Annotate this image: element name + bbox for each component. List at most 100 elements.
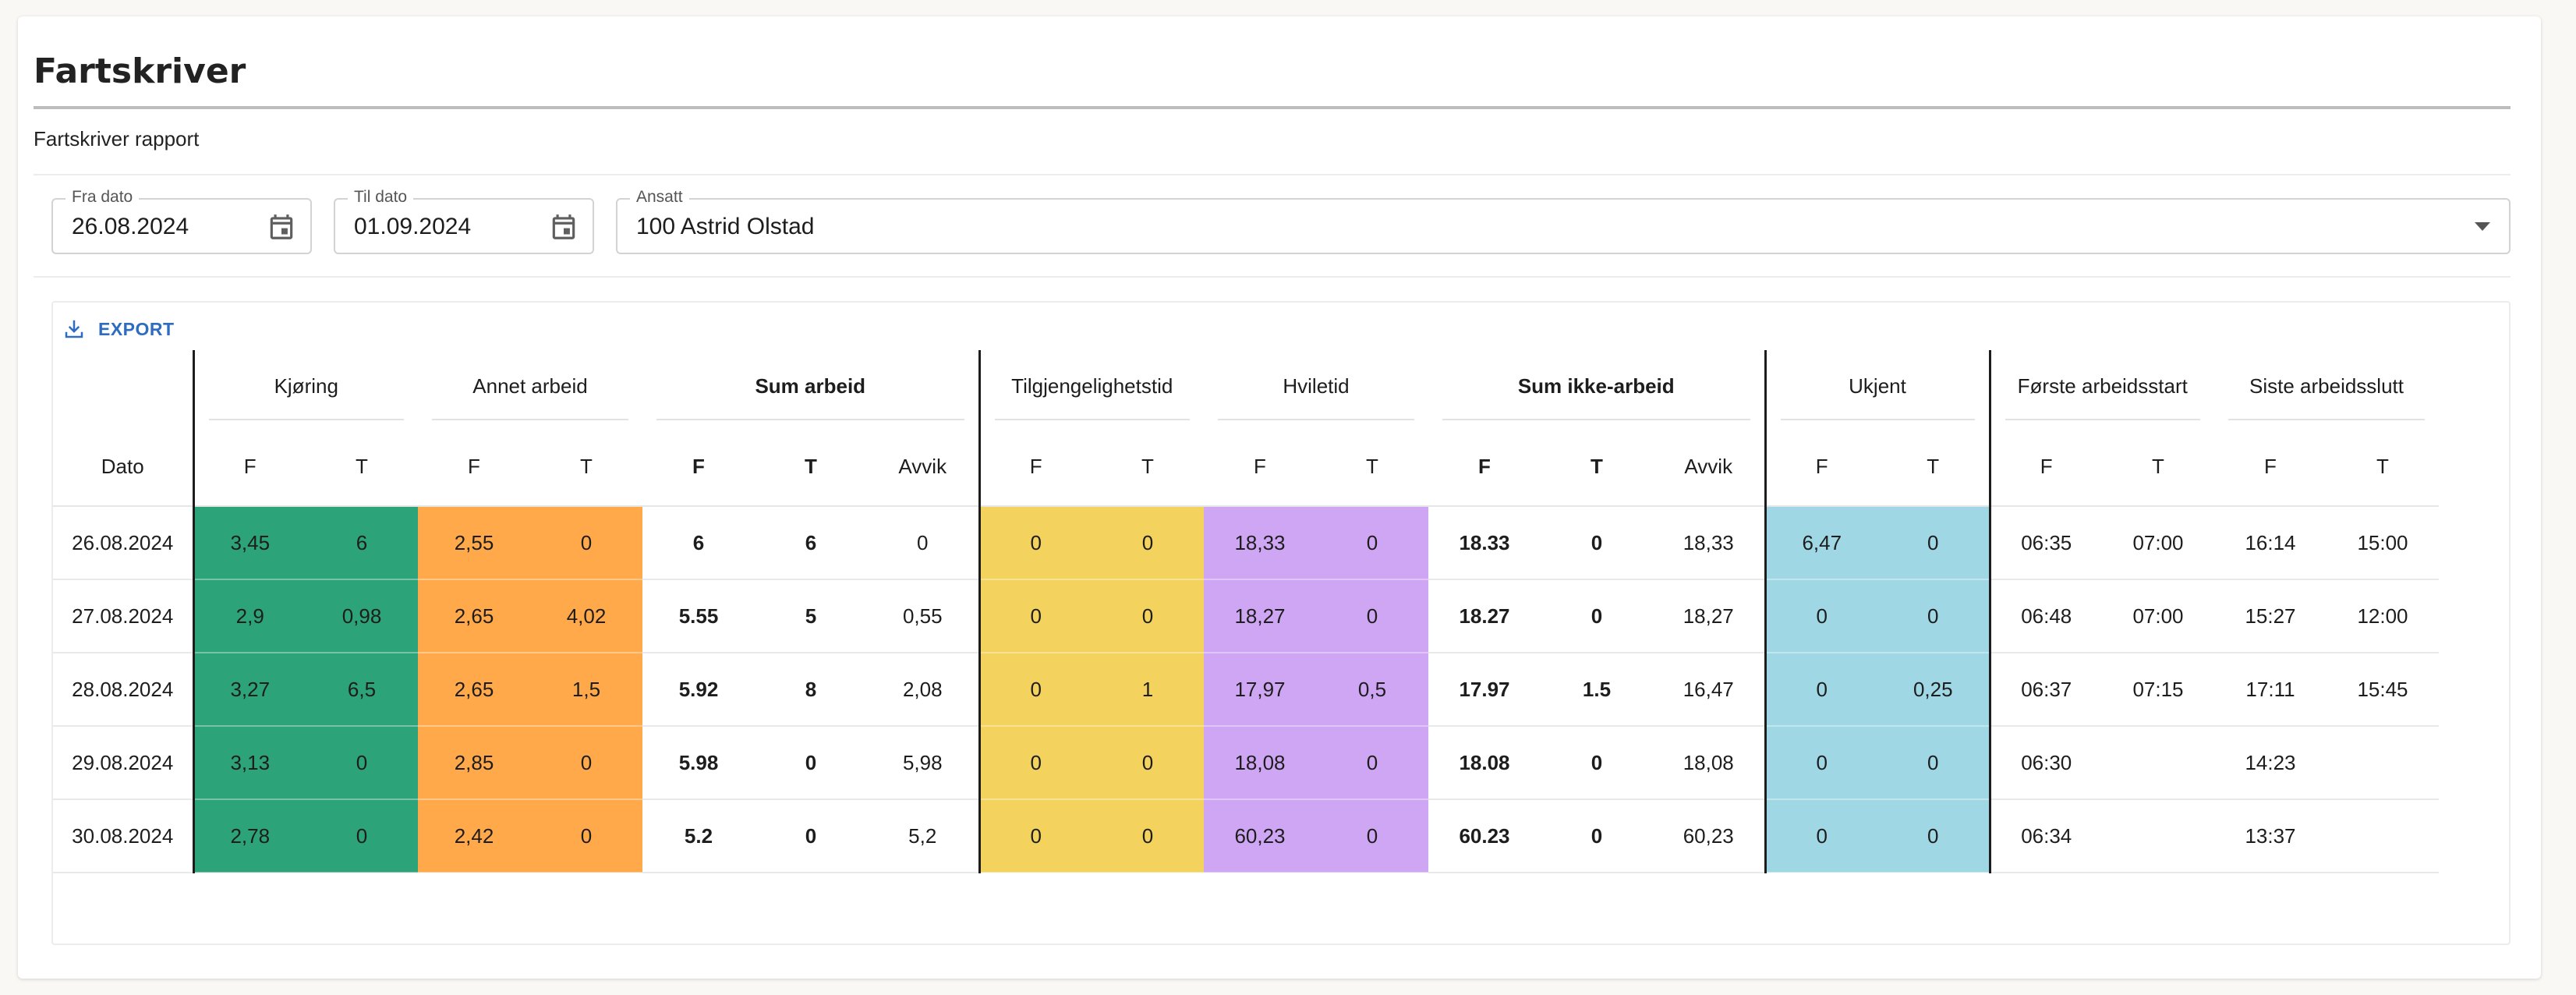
from-date-input[interactable]: [72, 214, 267, 240]
export-button[interactable]: EXPORT: [62, 316, 175, 342]
cell-sum-ikke-avvik: 18,27: [1653, 579, 1765, 653]
cell-tilgj-f: 0: [978, 506, 1092, 580]
cell-annet-t: 4,02: [530, 579, 642, 653]
cell-sum-arbeid-f: 5.2: [642, 799, 755, 873]
cell-hvile-t: 0,5: [1316, 653, 1428, 727]
col-header-t: T: [1316, 428, 1428, 507]
employee-select[interactable]: Ansatt 100 Astrid Olstad: [616, 188, 2511, 254]
calendar-icon[interactable]: [267, 212, 296, 242]
cell-tilgj-t: 1: [1092, 653, 1204, 727]
page-subtitle: Fartskriver rapport: [34, 127, 200, 150]
col-header-avvik: Avvik: [867, 428, 979, 507]
cell-dato: 29.08.2024: [53, 726, 193, 800]
cell-tilgj-t: 0: [1092, 579, 1204, 653]
cell-sum-arbeid-t: 0: [755, 726, 867, 800]
cell-hvile-f: 18,27: [1204, 579, 1316, 653]
to-date-input[interactable]: [354, 214, 549, 240]
cell-siste-f: 14:23: [2214, 726, 2327, 800]
col-header-dato: Dato: [53, 428, 193, 507]
cell-forste-f: 06:34: [1988, 799, 2102, 873]
col-header-f: F: [1988, 428, 2102, 507]
calendar-icon[interactable]: [549, 212, 579, 242]
cell-annet-t: 0: [530, 506, 642, 580]
cell-siste-t: 15:45: [2327, 653, 2439, 727]
cell-kjoring-f: 2,9: [192, 579, 306, 653]
cell-ukjent-f: 0: [1764, 653, 1877, 727]
cell-annet-t: 1,5: [530, 653, 642, 727]
cell-sum-ikke-f: 60.23: [1428, 799, 1541, 873]
from-date-field[interactable]: Fra dato: [51, 188, 312, 254]
col-header-f: F: [978, 428, 1092, 507]
col-header-t: T: [306, 428, 418, 507]
cell-sum-arbeid-t: 5: [755, 579, 867, 653]
cell-sum-ikke-t: 0: [1541, 579, 1653, 653]
cell-kjoring-f: 2,78: [192, 799, 306, 873]
col-header-f: F: [192, 428, 306, 507]
chevron-down-icon[interactable]: [2475, 222, 2490, 231]
cell-sum-arbeid-t: 8: [755, 653, 867, 727]
group-forste-arbeidsstart: Første arbeidsstart: [1988, 350, 2214, 428]
cell-kjoring-t: 6,5: [306, 653, 418, 727]
cell-dato: 27.08.2024: [53, 579, 193, 653]
cell-sum-arbeid-f: 5.55: [642, 579, 755, 653]
cell-sum-ikke-f: 18.08: [1428, 726, 1541, 800]
group-sum-ikke-arbeid: Sum ikke-arbeid: [1428, 350, 1765, 428]
col-header-t: T: [1877, 428, 1990, 507]
table-row: 26.08.2024 3,45 6 2,55 0 6 6 0 0 0 18,33 0 18.33 0 18,…: [53, 506, 2439, 580]
cell-hvile-f: 18,33: [1204, 506, 1316, 580]
cell-forste-f: 06:35: [1988, 506, 2102, 580]
group-annet-arbeid: Annet arbeid: [418, 350, 642, 428]
cell-sum-ikke-f: 17.97: [1428, 653, 1541, 727]
empty-cell: [53, 873, 2439, 941]
group-hviletid: Hviletid: [1204, 350, 1428, 428]
cell-annet-f: 2,65: [418, 579, 530, 653]
cell-dato: 30.08.2024: [53, 799, 193, 873]
cell-siste-f: 15:27: [2214, 579, 2327, 653]
cell-sum-ikke-t: 1.5: [1541, 653, 1653, 727]
cell-annet-f: 2,42: [418, 799, 530, 873]
cell-forste-t: [2102, 799, 2214, 873]
cell-kjoring-t: 0: [306, 799, 418, 873]
table-empty-space: [53, 873, 2439, 941]
export-label: EXPORT: [98, 318, 175, 339]
col-header-avvik: Avvik: [1653, 428, 1765, 507]
cell-sum-ikke-t: 0: [1541, 799, 1653, 873]
cell-siste-t: 12:00: [2327, 579, 2439, 653]
col-header-f: F: [1428, 428, 1541, 507]
report-table: Kjøring Annet arbeid Sum arbeid Tilgjeng…: [53, 350, 2439, 941]
table-row: 30.08.2024 2,78 0 2,42 0 5.2 0 5,2 0 0 60,23 0 60.23…: [53, 799, 2439, 873]
cell-siste-f: 13:37: [2214, 799, 2327, 873]
col-header-t: T: [530, 428, 642, 507]
cell-annet-t: 0: [530, 799, 642, 873]
cell-forste-f: 06:48: [1988, 579, 2102, 653]
cell-kjoring-t: 0,98: [306, 579, 418, 653]
cell-sum-ikke-avvik: 18,33: [1653, 506, 1765, 580]
cell-dato: 26.08.2024: [53, 506, 193, 580]
cell-sum-ikke-f: 18.33: [1428, 506, 1541, 580]
group-siste-arbeidsslutt: Siste arbeidsslutt: [2214, 350, 2439, 428]
cell-hvile-f: 60,23: [1204, 799, 1316, 873]
cell-forste-f: 06:37: [1988, 653, 2102, 727]
page-title: Fartskriver: [34, 51, 246, 91]
employee-value: 100 Astrid Olstad: [636, 214, 815, 239]
to-date-field[interactable]: Til dato: [334, 188, 594, 254]
cell-sum-arbeid-f: 5.92: [642, 653, 755, 727]
cell-ukjent-t: 0: [1877, 579, 1990, 653]
corner-cell: [53, 350, 193, 428]
col-header-t: T: [755, 428, 867, 507]
cell-sum-arbeid-avvik: 0,55: [867, 579, 979, 653]
cell-hvile-f: 17,97: [1204, 653, 1316, 727]
cell-siste-t: [2327, 726, 2439, 800]
cell-ukjent-f: 6,47: [1764, 506, 1877, 580]
cell-tilgj-t: 0: [1092, 799, 1204, 873]
col-header-f: F: [418, 428, 530, 507]
cell-hvile-t: 0: [1316, 506, 1428, 580]
group-kjoring: Kjøring: [192, 350, 418, 428]
cell-ukjent-f: 0: [1764, 726, 1877, 800]
from-date-label: Fra dato: [65, 188, 140, 207]
cell-hvile-t: 0: [1316, 726, 1428, 800]
col-header-t: T: [1541, 428, 1653, 507]
cell-sum-arbeid-f: 6: [642, 506, 755, 580]
cell-hvile-t: 0: [1316, 579, 1428, 653]
section-divider: [34, 174, 2511, 175]
